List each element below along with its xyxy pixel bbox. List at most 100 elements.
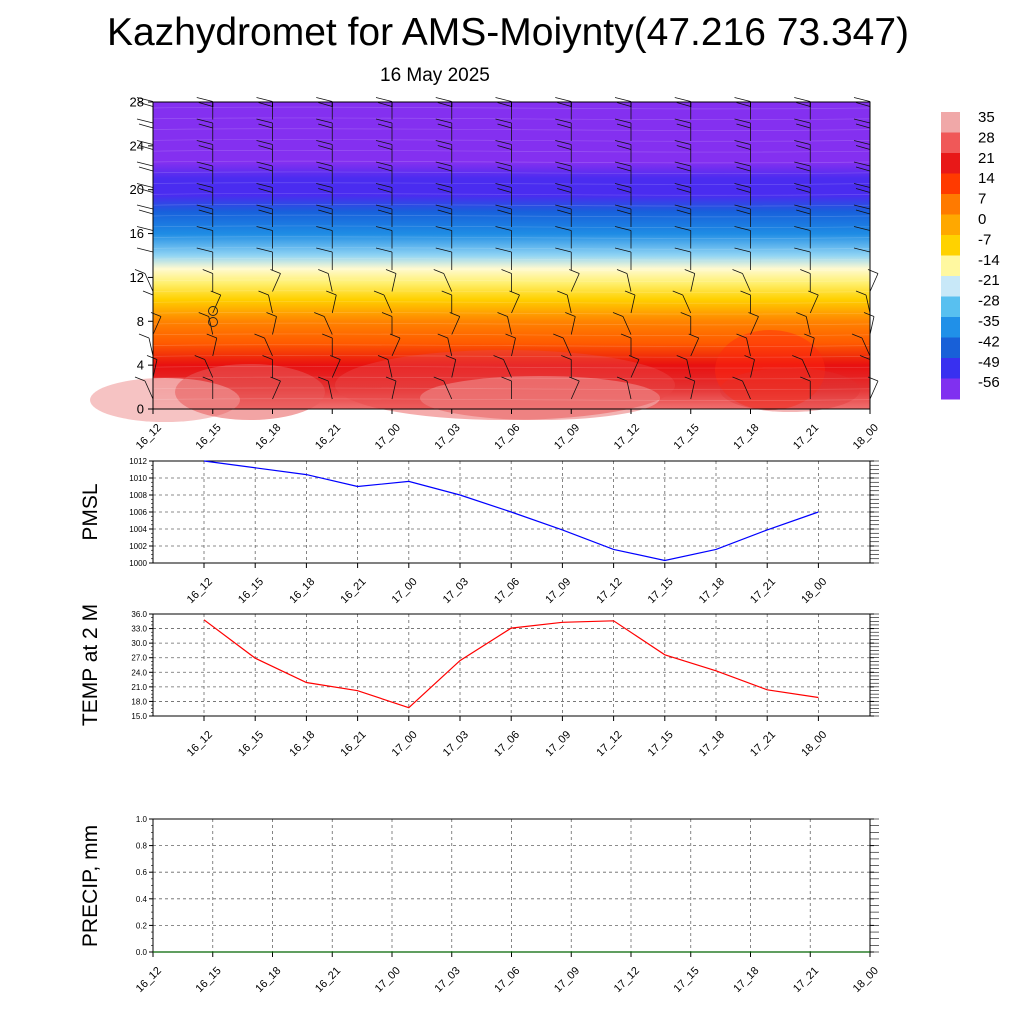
wind-barb-flag bbox=[501, 376, 512, 382]
wind-barb-flag bbox=[435, 247, 452, 253]
chart-subtitle: 16 May 2025 bbox=[380, 65, 490, 86]
wind-barb-flag bbox=[557, 145, 572, 150]
y-tick-label: 15.0 bbox=[131, 712, 147, 721]
wind-barb-flag bbox=[853, 247, 871, 253]
wind-barb bbox=[626, 273, 632, 292]
x-tick-label: 17_09 bbox=[543, 729, 573, 759]
colorbar-segment bbox=[941, 255, 960, 277]
y-tick-label: 4 bbox=[137, 358, 144, 373]
x-tick-label: 16_12 bbox=[185, 576, 215, 606]
wind-barb-flag bbox=[672, 290, 683, 296]
y-tick-label: 1000 bbox=[129, 559, 147, 568]
x-tick-label: 17_12 bbox=[612, 965, 642, 995]
wind-barb bbox=[750, 316, 759, 335]
wind-barb-flag bbox=[509, 290, 520, 296]
colorbar-label: 0 bbox=[978, 211, 986, 228]
wind-barb-flag bbox=[196, 140, 213, 145]
wind-barb bbox=[443, 380, 453, 400]
wind-barb-flag bbox=[142, 290, 154, 296]
wind-barb bbox=[686, 359, 692, 378]
wind-barb-flag bbox=[318, 166, 333, 172]
wind-barb-flag bbox=[375, 183, 393, 188]
contour-line bbox=[152, 344, 871, 347]
wind-barb-flag bbox=[855, 188, 871, 193]
wind-barb-flag bbox=[569, 376, 580, 382]
y-tick-label: 36.0 bbox=[131, 610, 147, 619]
wind-barb-flag bbox=[853, 226, 871, 231]
wind-barb-flag bbox=[800, 269, 811, 274]
colorbar-segment bbox=[941, 235, 960, 256]
y-tick-label: 18.0 bbox=[131, 697, 147, 706]
colorbar-segment bbox=[941, 337, 960, 359]
wind-barb-flag bbox=[198, 312, 209, 317]
colorbar-segment bbox=[941, 132, 960, 154]
wind-barb-flag bbox=[136, 118, 154, 124]
colorbar-label: -49 bbox=[978, 354, 1000, 371]
wind-barb-flag bbox=[561, 355, 572, 360]
wind-barb-flag bbox=[734, 118, 751, 124]
x-tick-label: 16_15 bbox=[236, 729, 266, 759]
contour-line bbox=[152, 290, 871, 293]
wind-barb-flag bbox=[734, 140, 751, 145]
wind-barb-flag bbox=[493, 355, 504, 360]
x-tick-label: 16_12 bbox=[134, 965, 164, 995]
wind-barb-flag bbox=[495, 183, 512, 188]
y-tick-label: 0 bbox=[137, 402, 144, 417]
wind-barb-flag bbox=[256, 204, 273, 210]
wind-barb-flag bbox=[138, 123, 154, 129]
wind-barb bbox=[383, 294, 393, 314]
contour-line bbox=[152, 182, 871, 185]
wind-barb-flag bbox=[565, 312, 576, 317]
wind-barb-flag bbox=[198, 102, 213, 107]
contour-line bbox=[152, 225, 871, 229]
x-tick-label: 17_00 bbox=[390, 576, 420, 606]
temp-2m-panel: 15.0 18.0 21.0 24.0 27.0 30.0 33.0 36.0 16_12 16_… bbox=[79, 604, 879, 759]
wind-barb-flag bbox=[196, 183, 213, 188]
wind-barb-flag bbox=[732, 376, 743, 382]
wind-barb-flag bbox=[501, 269, 512, 274]
wind-barb-flag bbox=[676, 209, 691, 215]
wind-barb-flag bbox=[853, 118, 871, 124]
wind-barb-flag bbox=[196, 226, 213, 231]
wind-barb bbox=[805, 316, 811, 335]
panel-frame bbox=[152, 460, 871, 564]
wind-barb bbox=[570, 316, 576, 335]
x-tick-label: 17_15 bbox=[672, 422, 702, 452]
wind-barb-flag bbox=[314, 312, 325, 317]
wind-barb-flag bbox=[853, 140, 871, 145]
wind-barb-flag bbox=[674, 161, 691, 167]
wind-barb-flag bbox=[377, 209, 393, 215]
y-tick-label: 21.0 bbox=[131, 683, 147, 692]
wind-barb-flag bbox=[614, 183, 632, 188]
y-tick-label: 1002 bbox=[129, 542, 147, 551]
x-tick-label: 17_03 bbox=[441, 576, 471, 606]
wind-barb bbox=[272, 380, 281, 400]
wind-barb-flag bbox=[138, 102, 154, 107]
x-tick-label: 17_00 bbox=[390, 729, 420, 759]
y-tick-label: 20 bbox=[130, 182, 144, 197]
contour-line bbox=[152, 376, 871, 380]
x-tick-label: 17_15 bbox=[646, 576, 676, 606]
wind-barb-flag bbox=[318, 123, 333, 129]
wind-barb bbox=[144, 273, 154, 292]
y-tick-label: 12 bbox=[130, 270, 144, 285]
wind-barb bbox=[869, 273, 879, 292]
wind-barb-flag bbox=[853, 97, 871, 102]
wind-barb-flag bbox=[734, 247, 751, 253]
wind-barb-flag bbox=[445, 355, 456, 360]
wind-barb bbox=[148, 337, 154, 357]
wind-barb-flag bbox=[557, 290, 568, 296]
wind-barb-flag bbox=[316, 226, 333, 231]
colorbar-segment bbox=[941, 214, 960, 236]
wind-barb bbox=[391, 273, 397, 292]
wind-barb-flag bbox=[794, 140, 811, 145]
wind-barb-flag bbox=[616, 209, 632, 215]
wind-barb-flag bbox=[256, 226, 273, 231]
wind-barb-flag bbox=[855, 290, 867, 296]
wind-barb-flag bbox=[495, 161, 512, 167]
wind-barb-flag bbox=[495, 204, 512, 210]
wind-barb-flag bbox=[134, 376, 146, 382]
wind-barb-flag bbox=[736, 209, 751, 215]
wind-barb-flag bbox=[794, 118, 811, 124]
wind-barb-flag bbox=[497, 145, 512, 150]
